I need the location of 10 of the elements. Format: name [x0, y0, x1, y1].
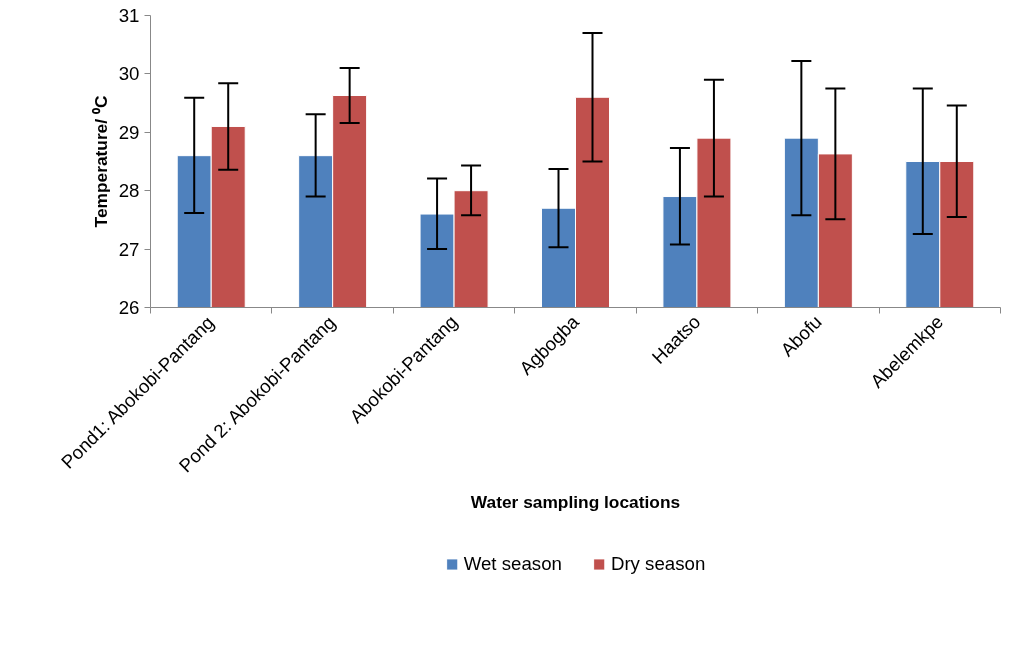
legend-label: Dry season	[610, 553, 706, 575]
y-tick-label: 31	[118, 5, 140, 26]
y-tick-label: 29	[118, 121, 140, 143]
y-axis-title: Temperature/ ⁰C	[90, 95, 111, 228]
y-tick-label: 26	[118, 297, 140, 318]
legend-label: Wet season	[463, 553, 562, 575]
y-tick-label: 28	[118, 180, 140, 202]
x-axis-title: Water sampling locations	[470, 491, 681, 512]
y-tick-label: 27	[118, 238, 140, 260]
y-tick-label: 30	[118, 63, 140, 85]
